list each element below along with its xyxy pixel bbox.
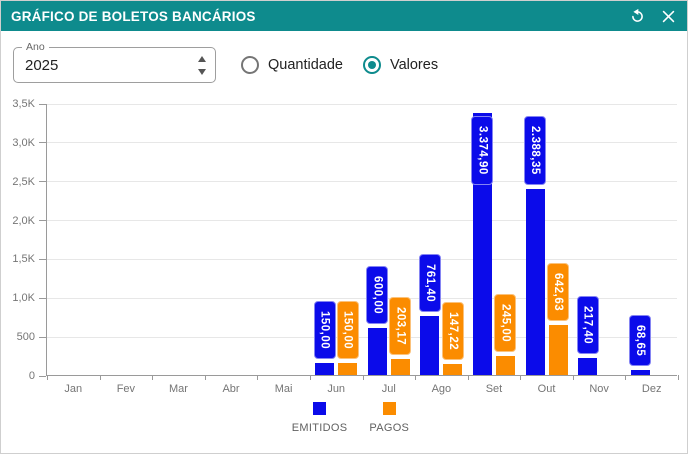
- bar-value-label-emitidos-set: 3.374,90: [471, 116, 494, 185]
- bar-value-label-pagos-set: 245,00: [494, 293, 517, 352]
- x-axis-tick: [415, 375, 417, 380]
- x-axis-label-jul: Jul: [381, 383, 396, 395]
- x-axis-label-nov: Nov: [589, 383, 609, 395]
- bar-emitidos-dez[interactable]: [630, 370, 650, 375]
- window-title: GRÁFICO DE BOLETOS BANCÁRIOS: [11, 8, 256, 24]
- bar-pagos-set[interactable]: [495, 356, 515, 375]
- radio-label: Quantidade: [268, 57, 343, 73]
- radio-label: Valores: [389, 57, 439, 73]
- bar-value-label-emitidos-jul: 600,00: [366, 265, 389, 324]
- bar-emitidos-jul[interactable]: [367, 328, 387, 375]
- bar-chart-plot-area: 0 500 1,0K 1,5K 2,0K 2,5K 3,0K 3,5K Jan Fev Mar Abr…: [12, 99, 679, 395]
- bar-value-label-pagos-out: 642,63: [547, 262, 570, 321]
- y-axis-label: 2,0K: [12, 214, 35, 227]
- y-axis-tick: [39, 142, 46, 144]
- bar-emitidos-nov[interactable]: [578, 358, 598, 375]
- y-axis-tick: [39, 258, 46, 260]
- x-axis-tick: [678, 375, 679, 380]
- bar-value-label-emitidos-out: 2.388,35: [524, 116, 547, 185]
- x-axis-label-set: Set: [485, 383, 503, 395]
- bar-value-label-emitidos-nov: 217,40: [576, 295, 599, 354]
- radio-option-valores[interactable]: Valores: [362, 56, 439, 74]
- x-axis-label-out: Out: [537, 383, 556, 395]
- x-axis-label-dez: Dez: [641, 383, 662, 395]
- y-axis-tick: [39, 220, 46, 222]
- x-axis-tick: [572, 375, 574, 380]
- y-axis-tick: [39, 336, 46, 338]
- x-axis-tick: [362, 375, 364, 380]
- legend-item-pagos[interactable]: PAGOS: [369, 402, 409, 434]
- y-axis-tick: [39, 297, 46, 299]
- bar-value-label-pagos-jul: 203,17: [389, 296, 412, 355]
- x-axis-label-fev: Fev: [116, 383, 136, 395]
- gridline: [47, 336, 677, 338]
- bar-emitidos-ago[interactable]: [420, 316, 440, 375]
- bar-value-label-pagos-jun: 150,00: [336, 300, 359, 359]
- bar-value-label-emitidos-dez: 68,65: [629, 314, 652, 366]
- bar-value-label-emitidos-jun: 150,00: [313, 300, 336, 359]
- y-axis-label: 1,0K: [12, 292, 35, 305]
- x-axis-label-mar: Mar: [168, 383, 188, 395]
- gridline: [47, 142, 677, 144]
- year-decrement-arrow[interactable]: [198, 68, 206, 75]
- window-header: GRÁFICO DE BOLETOS BANCÁRIOS: [1, 1, 687, 31]
- legend-label: PAGOS: [369, 422, 410, 434]
- bar-pagos-jul[interactable]: [390, 359, 410, 375]
- bar-emitidos-jun[interactable]: [315, 363, 335, 375]
- refresh-icon[interactable]: [629, 8, 646, 25]
- y-axis-label: 3,5K: [12, 98, 35, 110]
- x-axis-tick: [47, 375, 48, 380]
- x-axis-label-jun: Jun: [327, 383, 346, 395]
- radio-option-quantidade[interactable]: Quantidade: [241, 56, 343, 74]
- bar-emitidos-out[interactable]: [525, 189, 545, 375]
- radio-selected-icon[interactable]: [362, 56, 381, 74]
- x-axis-tick: [257, 375, 259, 380]
- year-input[interactable]: [25, 48, 175, 82]
- gridline: [47, 181, 677, 183]
- y-axis-label: 1,5K: [12, 253, 35, 266]
- x-axis-tick: [99, 375, 101, 380]
- gridline: [47, 103, 677, 105]
- x-axis-label-jan: Jan: [64, 383, 83, 395]
- y-axis-tick: [39, 375, 46, 377]
- bar-pagos-jun[interactable]: [338, 363, 358, 375]
- x-axis-tick: [309, 375, 311, 380]
- x-axis-label-ago: Ago: [431, 383, 452, 395]
- chart-mode-radio-group: Quantidade Valores: [241, 47, 438, 83]
- radio-unselected-icon[interactable]: [241, 56, 259, 74]
- x-axis-tick: [152, 375, 154, 380]
- x-axis-tick: [520, 375, 522, 380]
- controls-row: Ano Quantidade Valores: [1, 31, 687, 95]
- y-axis-label: 500: [16, 331, 35, 344]
- x-axis-tick: [467, 375, 469, 380]
- bar-pagos-out[interactable]: [548, 325, 568, 375]
- y-axis-label: 0: [28, 370, 35, 382]
- legend-swatch-emitidos: [313, 402, 327, 415]
- y-axis-tick: [39, 103, 46, 105]
- y-axis-label: 3,0K: [12, 136, 35, 149]
- x-axis-tick: [204, 375, 206, 380]
- legend-label: EMITIDOS: [291, 422, 348, 434]
- x-axis-tick: [625, 375, 627, 380]
- legend-swatch-pagos: [382, 402, 396, 415]
- gridline: [47, 220, 677, 222]
- y-axis-tick: [39, 181, 46, 183]
- x-axis-label-mai: Mai: [274, 383, 293, 395]
- bar-value-label-pagos-ago: 147,22: [441, 301, 464, 360]
- x-axis-label-abr: Abr: [222, 383, 240, 395]
- gridline: [47, 258, 677, 260]
- year-field[interactable]: Ano: [13, 41, 216, 83]
- bar-pagos-ago[interactable]: [443, 364, 463, 375]
- bar-value-label-emitidos-ago: 761,40: [418, 253, 441, 312]
- year-increment-arrow[interactable]: [198, 55, 206, 62]
- chart-legend: EMITIDOS PAGOS: [35, 402, 666, 434]
- close-icon[interactable]: [660, 8, 677, 25]
- gridline: [47, 297, 677, 299]
- y-axis-label: 2,5K: [12, 175, 35, 188]
- legend-item-emitidos[interactable]: EMITIDOS: [292, 402, 348, 434]
